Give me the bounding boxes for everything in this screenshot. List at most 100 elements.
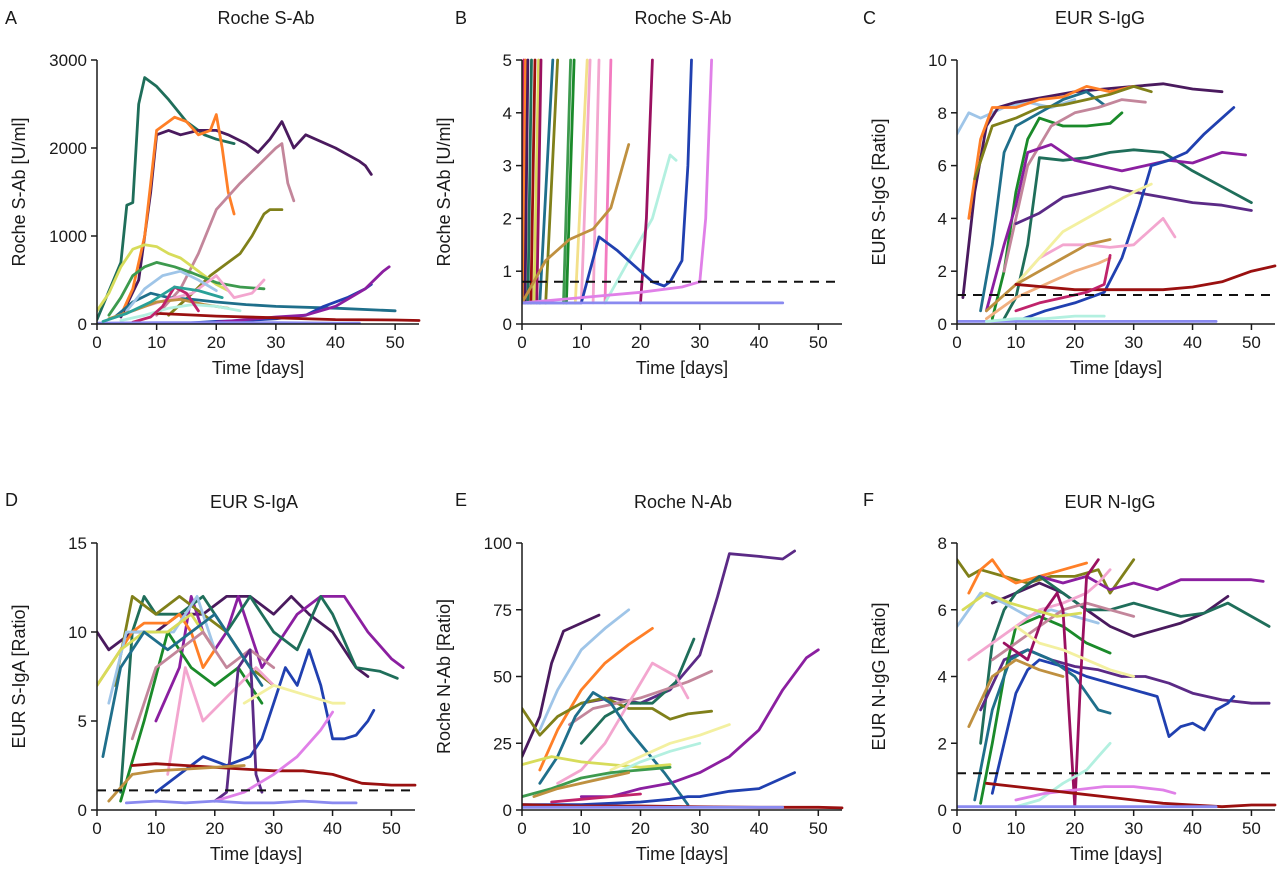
y-tick-label: 2000 xyxy=(49,139,87,158)
series-line-18 xyxy=(534,773,629,797)
series-line-18 xyxy=(641,60,653,303)
series-group xyxy=(522,551,842,808)
y-tick-label: 4 xyxy=(938,209,947,228)
x-tick-label: 20 xyxy=(1065,819,1084,838)
x-tick-label: 30 xyxy=(690,819,709,838)
x-tick-label: 40 xyxy=(750,819,769,838)
series-line-16 xyxy=(1016,266,1275,290)
y-tick-label: 3000 xyxy=(49,51,87,70)
x-tick-label: 50 xyxy=(1242,333,1261,352)
x-tick-label: 0 xyxy=(952,333,961,352)
y-tick-label: 0 xyxy=(938,315,947,334)
series-group xyxy=(957,84,1275,322)
x-tick-label: 10 xyxy=(147,333,166,352)
x-tick-label: 50 xyxy=(382,819,401,838)
x-tick-label: 0 xyxy=(517,333,526,352)
x-tick-label: 0 xyxy=(517,819,526,838)
series-line-17 xyxy=(605,155,676,303)
series-line-13 xyxy=(157,313,419,320)
y-tick-label: 0 xyxy=(503,315,512,334)
x-tick-label: 10 xyxy=(1006,333,1025,352)
x-tick-label: 20 xyxy=(631,819,650,838)
series-line-9 xyxy=(121,276,264,316)
x-axis-label: Time [days] xyxy=(636,358,728,378)
panel-letter: E xyxy=(455,490,467,510)
series-line-14 xyxy=(593,60,599,303)
y-tick-label: 50 xyxy=(493,668,512,687)
y-tick-label: 0 xyxy=(78,315,87,334)
x-tick-label: 40 xyxy=(1183,333,1202,352)
y-axis-label: Roche S-Ab [U/ml] xyxy=(9,117,29,266)
x-tick-label: 20 xyxy=(207,333,226,352)
series-group xyxy=(97,596,415,803)
series-line-8 xyxy=(1004,150,1251,319)
x-tick-label: 0 xyxy=(92,819,101,838)
panel-title: EUR S-IgG xyxy=(1055,8,1145,28)
panel-letter: C xyxy=(863,8,876,28)
y-tick-label: 4 xyxy=(503,104,512,123)
panel-title: Roche N-Ab xyxy=(634,492,732,512)
x-tick-label: 40 xyxy=(750,333,769,352)
y-axis-label: Roche S-Ab [U/ml] xyxy=(434,117,454,266)
x-tick-label: 10 xyxy=(146,819,165,838)
panel-title: Roche S-Ab xyxy=(634,8,731,28)
y-tick-label: 5 xyxy=(78,712,87,731)
panel-letter: D xyxy=(5,490,18,510)
x-tick-label: 30 xyxy=(1124,819,1143,838)
x-tick-label: 50 xyxy=(1242,819,1261,838)
x-tick-label: 50 xyxy=(809,333,828,352)
x-tick-label: 10 xyxy=(572,333,591,352)
x-tick-label: 20 xyxy=(205,819,224,838)
series-line-6 xyxy=(581,639,694,743)
x-tick-label: 40 xyxy=(323,819,342,838)
series-line-15 xyxy=(605,60,611,303)
x-tick-label: 40 xyxy=(1183,819,1202,838)
x-tick-label: 40 xyxy=(326,333,345,352)
panel-title: EUR S-IgA xyxy=(210,492,298,512)
y-tick-label: 1000 xyxy=(49,227,87,246)
y-tick-label: 2 xyxy=(938,262,947,281)
x-tick-label: 50 xyxy=(386,333,405,352)
x-axis-label: Time [days] xyxy=(1070,358,1162,378)
x-axis-label: Time [days] xyxy=(210,844,302,864)
x-tick-label: 20 xyxy=(631,333,650,352)
y-tick-label: 10 xyxy=(928,51,947,70)
y-tick-label: 0 xyxy=(503,801,512,820)
y-tick-label: 75 xyxy=(493,601,512,620)
y-axis-label: Roche N-Ab [Ratio] xyxy=(434,599,454,754)
y-axis-label: EUR S-IgG [Ratio] xyxy=(869,118,889,265)
panel-letter: A xyxy=(5,8,17,28)
y-tick-label: 3 xyxy=(503,157,512,176)
y-tick-label: 25 xyxy=(493,734,512,753)
y-axis-label: EUR N-IgG [Ratio] xyxy=(869,602,889,750)
y-tick-label: 2 xyxy=(503,209,512,228)
x-tick-label: 30 xyxy=(264,819,283,838)
panel-title: EUR N-IgG xyxy=(1064,492,1155,512)
x-tick-label: 30 xyxy=(690,333,709,352)
y-tick-label: 0 xyxy=(78,801,87,820)
series-line-12 xyxy=(1016,218,1175,284)
series-line-13 xyxy=(1004,560,1098,807)
x-tick-label: 10 xyxy=(572,819,591,838)
x-tick-label: 50 xyxy=(809,819,828,838)
y-tick-label: 15 xyxy=(68,534,87,553)
panel-letter: B xyxy=(455,8,467,28)
y-tick-label: 2 xyxy=(938,734,947,753)
y-tick-label: 5 xyxy=(503,51,512,70)
y-tick-label: 10 xyxy=(68,623,87,642)
x-tick-label: 30 xyxy=(266,333,285,352)
x-tick-label: 20 xyxy=(1065,333,1084,352)
series-group xyxy=(522,60,783,303)
y-tick-label: 6 xyxy=(938,601,947,620)
x-tick-label: 0 xyxy=(92,333,101,352)
series-line-5 xyxy=(981,576,1270,743)
x-tick-label: 30 xyxy=(1124,333,1143,352)
series-group xyxy=(97,78,419,324)
panel-letter: F xyxy=(863,490,874,510)
x-tick-label: 0 xyxy=(952,819,961,838)
